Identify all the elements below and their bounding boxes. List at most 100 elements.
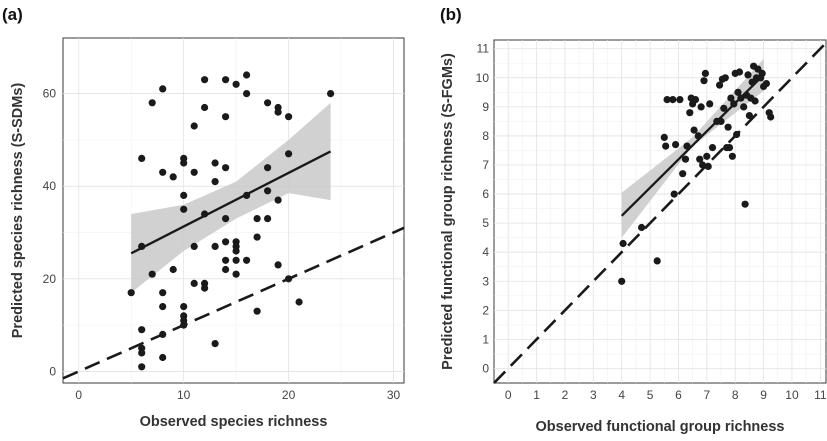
panel-b-x-tick-label: 2 [562, 388, 569, 402]
panel-a-data-point [169, 265, 177, 274]
panel-a-confidence-band [131, 102, 331, 293]
panel-b-data-point [720, 104, 728, 112]
panel-b-letter: (b) [440, 5, 462, 24]
panel-b-data-point [744, 71, 752, 79]
panel-b-data-point [706, 100, 714, 108]
panel-b-y-tick-label: 11 [477, 42, 490, 56]
panel-a-data-point [159, 303, 167, 311]
panel-a-data-point [169, 173, 177, 181]
panel-a-data-point [264, 215, 272, 223]
panel-a-data-point [127, 289, 135, 297]
panel-a-data-point [138, 242, 146, 250]
panel-a-data-point [201, 103, 209, 112]
panel-b-data-point [670, 190, 678, 198]
panel-a-y-tick-label: 40 [43, 179, 57, 193]
panel-a-data-point [222, 113, 230, 121]
panel-b-confidence-band [621, 58, 764, 238]
panel-a-data-point [274, 108, 282, 116]
panel-a-data-point [243, 191, 251, 199]
panel-b-data-point [704, 162, 712, 170]
panel-a-data-point [327, 90, 335, 98]
panel-a-band-layer [131, 102, 331, 293]
panel-a-data-point [201, 76, 209, 84]
panel-b-data-point [638, 223, 646, 232]
panel-b-refline-layer [493, 40, 827, 384]
panel-a-data-point [295, 298, 303, 306]
panel-a-data-point [222, 164, 230, 172]
panel-a-data-point [201, 284, 209, 292]
panel-a-data-point [159, 289, 167, 297]
panel-a-grid [63, 38, 404, 383]
panel-b-data-point [725, 144, 734, 152]
panel-a-data-point [180, 321, 188, 329]
panel-b-data-point [691, 96, 700, 104]
panel-a-fit-layer [130, 150, 332, 255]
panel-b-data-point [683, 142, 691, 150]
panel-a-x-tick-label: 30 [387, 388, 401, 402]
panel-a-x-tick-label: 0 [75, 388, 82, 402]
panel-a-data-point [180, 205, 188, 213]
panel-b-data-point [733, 130, 741, 139]
panel-a-data-point [222, 256, 230, 264]
panel-a: (a) 0 10 20 30 0 20 40 60 Observed species ric… [2, 5, 405, 430]
panel-a-data-point [285, 275, 293, 283]
panel-a-data-point [159, 353, 167, 362]
panel-a-points [127, 71, 335, 371]
panel-a-data-point [138, 363, 146, 371]
panel-b-x-tick-label: 5 [647, 388, 654, 402]
panel-b-x-ticks: 0 1 2 3 4 5 6 7 8 9 10 11 [505, 388, 827, 402]
panel-b-data-point [730, 100, 738, 108]
panel-a-data-point [222, 265, 230, 274]
panel-a-data-point [138, 326, 146, 334]
panel-b-data-point [699, 161, 707, 169]
panel-a-data-point [211, 159, 219, 167]
panel-a-data-point [243, 256, 251, 264]
panel-b-data-point [762, 80, 771, 88]
panel-b-x-tick-label: 0 [505, 388, 512, 402]
panel-b-y-tick-label: 1 [482, 332, 489, 346]
panel-b-data-point [669, 96, 677, 104]
panel-a-y-tick-label: 60 [43, 87, 57, 101]
panel-a-data-point [190, 242, 198, 250]
panel-b: (b) 0 1 2 3 4 5 6 7 8 9 10 11 0 1 2 3 4 5 6 7 8 9 10 11 Observ… [440, 5, 827, 435]
panel-a-data-point [159, 330, 167, 338]
panel-b-x-axis-title: Observed functional group richness [536, 419, 785, 435]
panel-b-data-point [734, 88, 742, 96]
panel-a-data-point [222, 215, 230, 223]
panel-b-data-point [741, 200, 749, 208]
panel-b-data-point [662, 142, 670, 150]
panel-a-data-point [253, 307, 261, 315]
panel-b-data-point [672, 141, 680, 149]
panel-a-data-point [190, 279, 198, 287]
panel-b-data-point [690, 126, 698, 134]
panel-b-data-point [735, 68, 744, 76]
panel-a-data-point [180, 159, 188, 167]
panel-b-data-point [745, 112, 754, 120]
panel-a-data-point [148, 270, 156, 278]
panel-a-data-point [190, 122, 198, 130]
panel-a-data-point [211, 178, 219, 186]
panel-a-data-point [253, 215, 261, 223]
panel-b-data-point [721, 74, 729, 82]
panel-b-y-tick-label: 0 [482, 361, 489, 375]
panel-b-y-tick-label: 4 [482, 245, 489, 259]
panel-b-data-point [737, 94, 745, 102]
panel-a-data-point [285, 113, 293, 121]
panel-b-x-tick-label: 6 [675, 388, 682, 402]
panel-a-data-point [274, 196, 282, 204]
panel-b-x-tick-label: 4 [618, 388, 625, 402]
panel-a-data-point [264, 187, 272, 195]
panel-b-y-tick-label: 8 [482, 129, 489, 143]
panel-a-x-tick-label: 10 [177, 388, 191, 402]
panel-b-data-point [717, 117, 725, 125]
panel-b-y-tick-label: 10 [476, 71, 490, 85]
panel-b-band-layer [621, 58, 764, 238]
panel-b-data-point [681, 155, 690, 163]
panel-a-data-point [222, 76, 230, 84]
panel-b-x-tick-label: 7 [703, 388, 710, 402]
panel-a-data-point [222, 238, 230, 246]
panel-a-data-point [285, 150, 293, 158]
panel-a-data-point [159, 85, 167, 93]
panel-a-data-point [138, 349, 146, 357]
panel-b-data-point [653, 257, 661, 265]
